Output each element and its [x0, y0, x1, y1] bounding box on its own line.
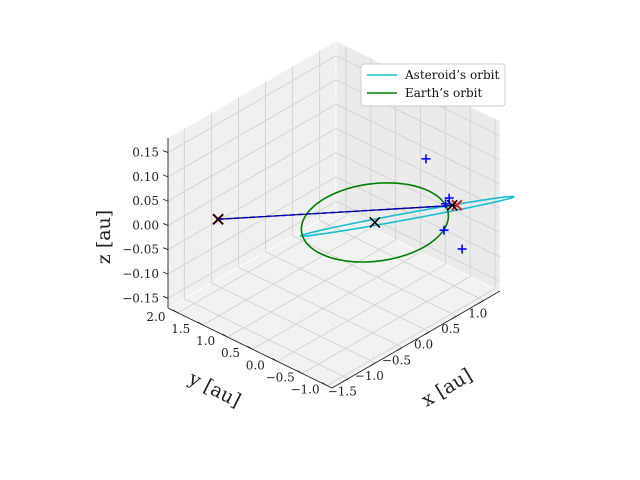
z-tick-label: 0.15 [132, 146, 159, 160]
x-tick-label: −1.0 [355, 369, 384, 383]
z-gridline [167, 200, 501, 299]
z-tick-label: 0.00 [132, 218, 159, 232]
legend: Asteroid’s orbit Earth’s orbit [360, 63, 506, 107]
orbit-curves [218, 182, 515, 263]
black-x-marker [212, 213, 224, 225]
x-tick [424, 331, 430, 336]
blue-plus-marker [421, 154, 431, 164]
x-axis-label: x [au] [418, 364, 477, 411]
y-gridline [252, 82, 421, 350]
z-tick [162, 198, 169, 202]
y-tick-label: 2.0 [146, 310, 165, 324]
asteroid-orbit-line [298, 195, 515, 237]
z-gridline [167, 79, 501, 178]
x-tick-label: −1.5 [328, 385, 357, 399]
blue-plus-marker [444, 193, 454, 203]
z-gridline [167, 103, 501, 202]
x-tick-label: 1.0 [468, 306, 487, 320]
z-tick [162, 271, 169, 275]
black-x-marker [369, 216, 381, 229]
y-tick-label: −0.5 [266, 370, 295, 384]
z-gridline [167, 55, 501, 153]
x-tick-label: −0.5 [382, 353, 411, 367]
y-gridline [227, 70, 397, 338]
y-tick-label: 0.5 [221, 346, 240, 360]
z-tick [162, 223, 169, 226]
z-tick [162, 295, 169, 299]
legend-label-asteroid: Asteroid’s orbit [404, 68, 499, 82]
z-tick-label: 0.10 [132, 170, 159, 184]
y-gridline [202, 58, 372, 326]
z-tick [162, 247, 169, 251]
earth-orbit-line [300, 182, 450, 263]
z-gridline [167, 127, 501, 226]
blue-plus-marker [457, 244, 467, 254]
y-tick-label: −1.0 [290, 383, 319, 397]
y-gridline [302, 106, 471, 374]
legend-label-earth: Earth’s orbit [405, 86, 482, 100]
x-axis-line [331, 290, 501, 389]
y-tick-label: 0.0 [246, 358, 265, 372]
x-tick [343, 378, 349, 382]
y-tick [172, 309, 179, 314]
z-tick-label: −0.10 [122, 267, 159, 281]
y-gridline [326, 118, 496, 386]
z-tick-label: −0.15 [122, 291, 159, 305]
x-tick [370, 362, 376, 367]
x-tick [478, 300, 484, 304]
y-tick-label: 1.0 [196, 334, 215, 348]
y-tick [247, 345, 253, 350]
x-tick [397, 346, 403, 351]
blue-plus-marker [441, 199, 451, 209]
orbit-markers [212, 154, 467, 254]
axis-grid [167, 45, 501, 386]
line-of-nodes-base [218, 204, 457, 220]
z-tick-label: 0.05 [132, 194, 159, 208]
red-node-marker [451, 199, 463, 212]
y-gridline [177, 45, 347, 314]
y-tick-label: 1.5 [171, 322, 190, 336]
z-tick [162, 174, 169, 178]
y-tick [321, 382, 328, 386]
x-tick [451, 315, 457, 320]
blue-plus-marker [439, 225, 449, 235]
y-tick [296, 370, 303, 374]
y-tick [222, 333, 228, 338]
x-tick-label: 0.0 [414, 338, 433, 352]
x-tick-label: 0.5 [441, 322, 460, 336]
y-tick [197, 321, 204, 326]
y-axis-label: y [au] [184, 367, 244, 412]
z-axis-label: z [au] [93, 210, 115, 264]
z-tick-label: −0.05 [122, 243, 159, 257]
axis-ticks: −1.5−1.0−0.50.00.51.0−1.0−0.50.00.51.01.… [122, 138, 501, 399]
y-gridline [277, 94, 446, 362]
z-tick [162, 150, 169, 153]
y-tick [272, 357, 278, 362]
